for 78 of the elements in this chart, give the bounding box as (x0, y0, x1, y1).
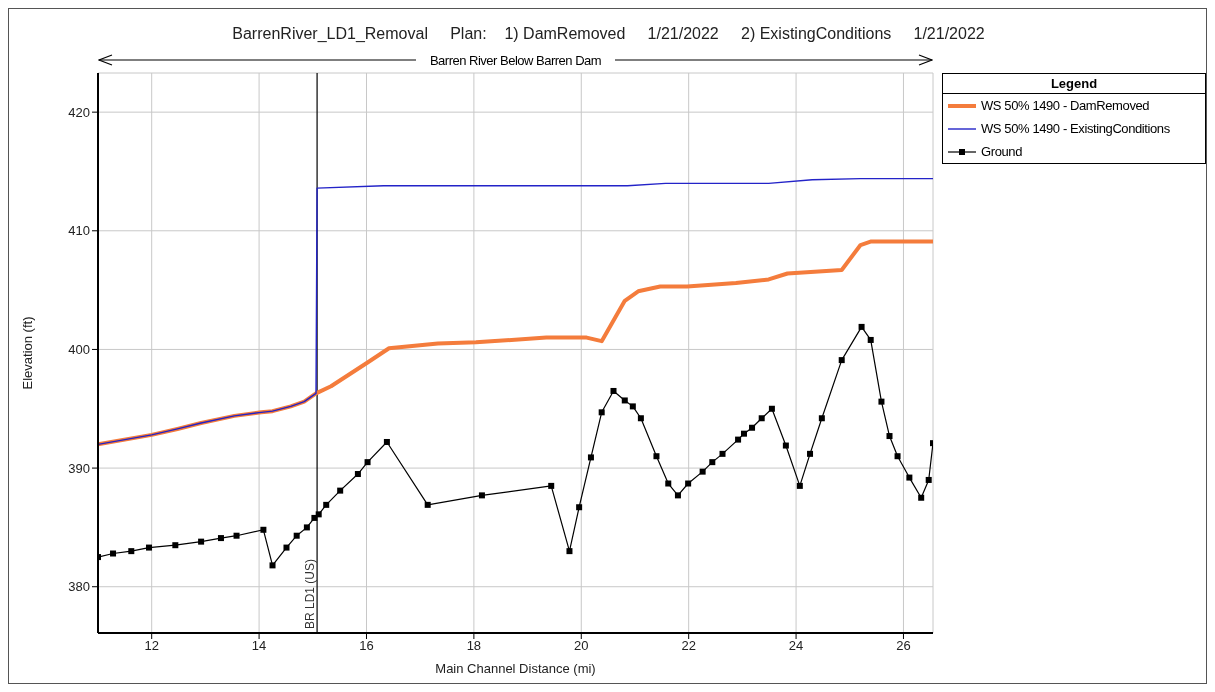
point (886, 433, 893, 440)
y-tick-label: 380 (68, 579, 90, 595)
point (768, 405, 775, 412)
point (128, 548, 135, 555)
point (323, 501, 330, 508)
legend-title: Legend (943, 74, 1205, 94)
point (610, 387, 617, 394)
legend-label: WS 50% 1490 - ExistingConditions (981, 121, 1170, 136)
point (260, 526, 267, 533)
point (858, 323, 865, 330)
point (311, 514, 318, 521)
line-series (98, 177, 933, 446)
point (918, 494, 925, 501)
point (906, 474, 913, 481)
point (758, 415, 765, 422)
x-axis-title: Main Channel Distance (mi) (435, 661, 596, 676)
point (598, 409, 605, 416)
point (548, 482, 555, 489)
point (867, 336, 874, 343)
point (354, 471, 361, 478)
point (172, 542, 179, 549)
point (838, 357, 845, 364)
x-tick-label: 20 (574, 638, 589, 654)
point (782, 442, 789, 449)
point (685, 480, 692, 487)
point (566, 548, 573, 555)
point (925, 476, 932, 483)
y-tick-label: 400 (68, 342, 90, 358)
point (217, 535, 224, 542)
y-tick-label: 420 (68, 104, 90, 120)
point (878, 398, 885, 405)
point (110, 550, 117, 557)
point (674, 492, 681, 499)
x-tick-label: 12 (144, 638, 159, 654)
x-tick-label: 14 (251, 638, 267, 654)
point (587, 454, 594, 461)
point (735, 436, 742, 443)
point (424, 501, 431, 508)
point (303, 524, 310, 531)
x-tick-label: 24 (788, 638, 804, 654)
point (364, 459, 371, 466)
point (337, 487, 344, 494)
x-tick-label: 22 (681, 638, 696, 654)
point (315, 511, 322, 518)
y-tick-label: 410 (68, 223, 90, 239)
ref-line-label: BR LD1 (US) (303, 558, 318, 629)
point (653, 453, 660, 460)
x-tick-label: 26 (896, 638, 911, 654)
point (637, 415, 644, 422)
point (146, 544, 153, 551)
x-tick-label: 16 (359, 638, 374, 654)
point (283, 544, 290, 551)
point (293, 532, 300, 539)
point (233, 532, 240, 539)
point (621, 397, 628, 404)
legend-label: WS 50% 1490 - DamRemoved (981, 98, 1150, 113)
point (818, 415, 825, 422)
point (699, 468, 706, 475)
point (576, 504, 583, 511)
x-tick-label: 18 (466, 638, 482, 654)
point (478, 492, 485, 499)
point (796, 482, 803, 489)
chart-title: BarrenRiver_LD1_Removal Plan: 1) DamRemoved 1/21/2022 2) ExistingConditions 1/21/2022 (231, 25, 986, 43)
point (629, 403, 636, 410)
point (198, 538, 205, 545)
text: Barren River Below Barren Dam (415, 53, 616, 68)
point (749, 424, 756, 431)
point (665, 480, 672, 487)
point (269, 562, 276, 569)
y-axis-title: Elevation (ft) (19, 316, 35, 390)
legend-label: Ground (981, 144, 1022, 159)
point (383, 438, 390, 445)
y-tick-label: 390 (68, 460, 90, 476)
point (709, 459, 716, 466)
point (740, 430, 747, 437)
point (719, 450, 726, 457)
point (894, 453, 901, 460)
point (807, 450, 814, 457)
